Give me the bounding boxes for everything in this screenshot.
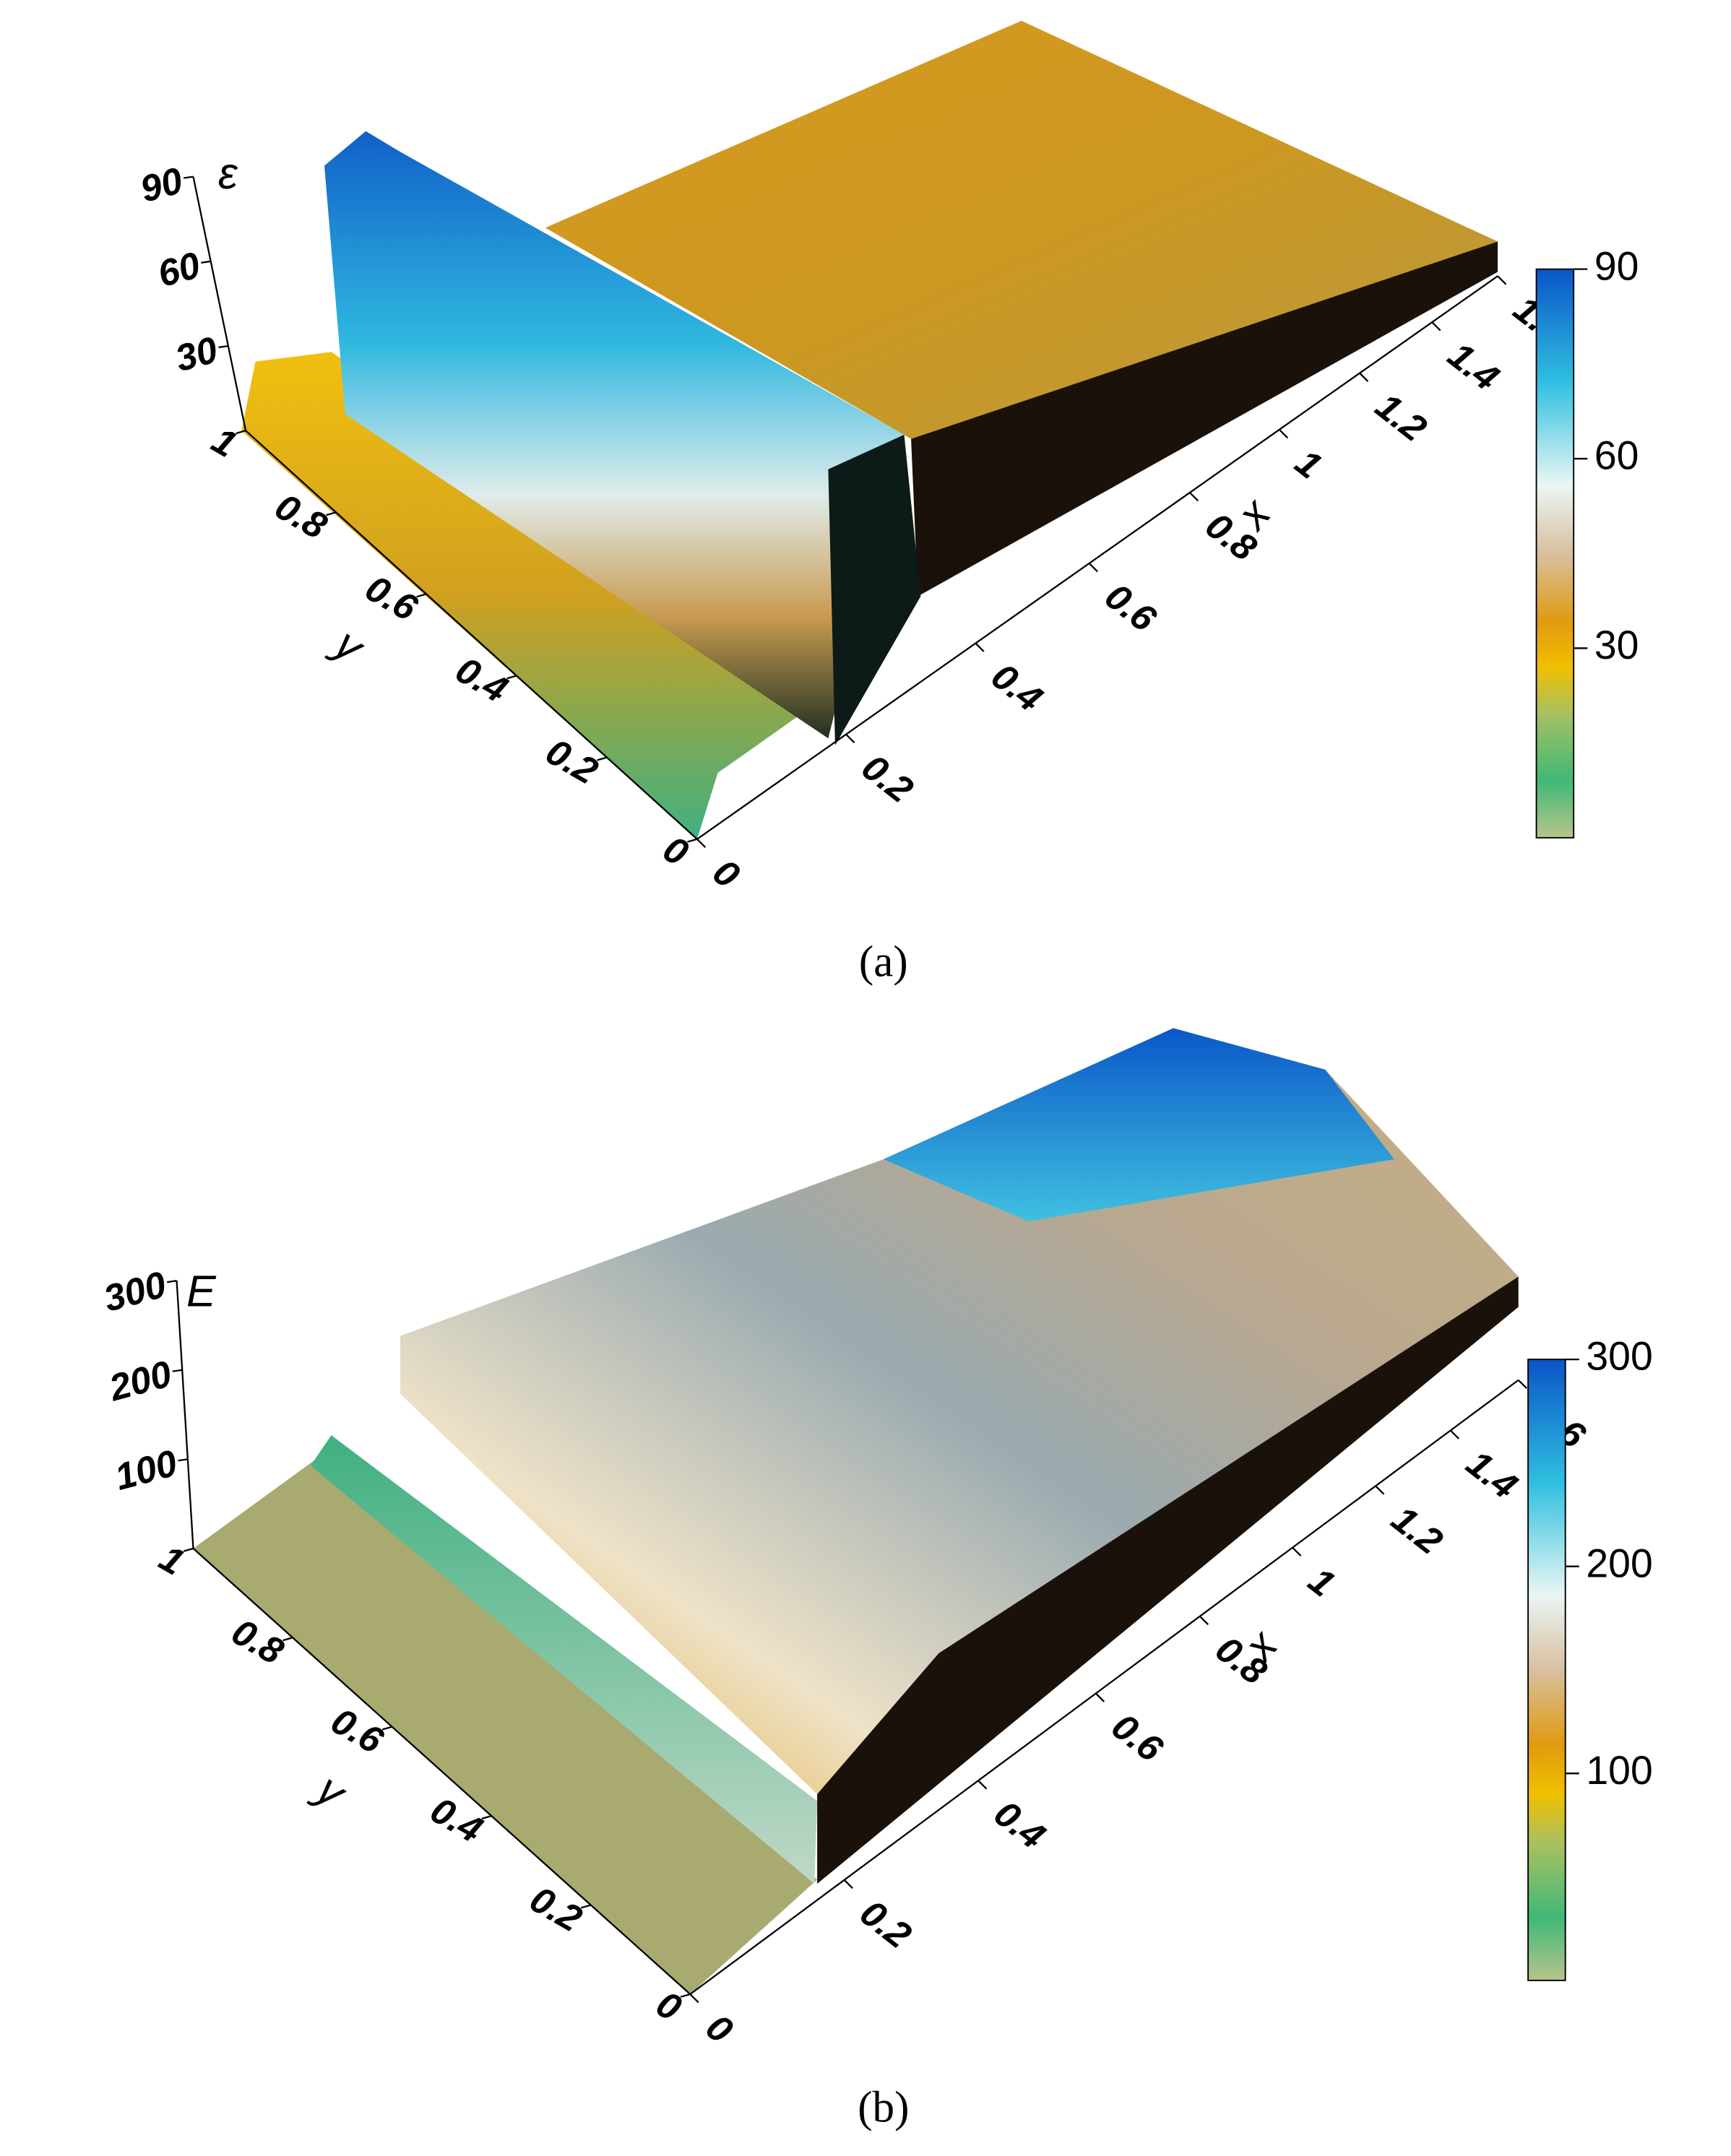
x-tick-label: 0.2: [855, 745, 921, 810]
z-tick-label: 300: [100, 1263, 170, 1320]
x-tick: [1431, 321, 1441, 332]
x-tick-label: 1: [1287, 441, 1329, 487]
x-tick: [975, 642, 985, 652]
x-tick-label: 0.6: [1097, 575, 1164, 640]
y-tick: [481, 1815, 492, 1820]
surface-side: [911, 241, 1498, 597]
surface-b: [193, 1028, 1519, 1995]
surface-wall-side: [828, 434, 921, 745]
surface-a: [241, 20, 1498, 839]
z-tick: [201, 260, 211, 264]
z-tick-label: 30: [171, 328, 223, 379]
colorbar-tick-label: 30: [1594, 623, 1639, 667]
surface-strip: [241, 352, 835, 839]
z-tick-label: 200: [104, 1352, 176, 1409]
z-tick: [167, 1280, 177, 1283]
x-tick: [1375, 1485, 1385, 1495]
colorbar: [1535, 268, 1575, 839]
colorbar-tick-label: 100: [1586, 1748, 1652, 1793]
x-tick: [696, 838, 707, 849]
surface-wall: [324, 131, 905, 739]
colorbar-tick-label: 90: [1594, 243, 1639, 288]
colorbar-tick-label: 60: [1594, 433, 1639, 478]
x-tick-label: 0.4: [984, 654, 1050, 719]
y-tick: [680, 1993, 691, 1998]
z-tick-label: 90: [136, 159, 187, 210]
y-tick: [581, 1904, 592, 1909]
x-tick: [843, 1879, 853, 1889]
y-tick: [183, 1547, 194, 1552]
y-tick: [597, 756, 608, 761]
x-tick: [1517, 1379, 1528, 1390]
colorbar-tick-label: 300: [1586, 1334, 1652, 1379]
y-axis: [245, 430, 698, 840]
surface-floor: [193, 1455, 818, 1995]
z-tick-label: 60: [153, 243, 204, 295]
z-tick: [178, 1458, 189, 1462]
y-axis-label: y: [324, 617, 374, 672]
x-tick-label: 0: [705, 850, 748, 896]
colorbar: [1527, 1359, 1566, 1981]
y-axis: [192, 1547, 691, 1995]
y-tick: [236, 430, 246, 435]
x-tick: [1292, 1546, 1302, 1557]
x-tick: [689, 1993, 699, 2004]
surface-peak: [883, 1028, 1394, 1222]
x-axis: [689, 1379, 1519, 1995]
y-tick: [381, 1726, 392, 1731]
x-axis: [696, 275, 1498, 840]
surface-top: [400, 1028, 1519, 1794]
y-tick: [326, 511, 337, 516]
y-tick-label: 1: [152, 1536, 191, 1583]
z-tick-label: 100: [111, 1442, 181, 1498]
x-tick: [1199, 1615, 1209, 1626]
y-tick-label: 0: [649, 1983, 688, 2030]
y-axis-label: y: [306, 1762, 356, 1818]
x-tick-label: 1: [1301, 1559, 1343, 1604]
x-tick: [1279, 428, 1289, 439]
x-tick: [1088, 563, 1098, 573]
z-tick: [218, 345, 229, 349]
z-axis-label: ε: [218, 149, 238, 198]
surface-side: [817, 1276, 1519, 1884]
y-tick: [282, 1637, 293, 1642]
x-tick-label: 1.2: [1368, 384, 1435, 449]
surface-top: [545, 20, 1498, 439]
x-tick-label: 0.6: [1104, 1705, 1170, 1770]
z-tick: [183, 176, 194, 179]
x-tick: [1189, 492, 1199, 502]
x-tick: [1095, 1692, 1105, 1702]
z-axis-label: E: [186, 1266, 217, 1315]
z-axis: [192, 176, 247, 431]
x-tick: [1497, 275, 1507, 285]
x-tick-label: 1.4: [1441, 334, 1507, 399]
caption: (a): [859, 938, 908, 987]
x-tick-label: 1.2: [1384, 1497, 1451, 1562]
x-tick-label: 1.4: [1459, 1442, 1525, 1507]
z-tick: [172, 1369, 183, 1372]
y-tick-label: 1: [205, 419, 244, 466]
colorbar-tick-label: 200: [1586, 1541, 1652, 1585]
x-tick-label: 0.2: [852, 1892, 919, 1957]
y-tick: [416, 593, 427, 598]
caption: (b): [858, 2083, 909, 2131]
x-tick: [1449, 1429, 1460, 1440]
x-tick: [845, 733, 855, 744]
x-tick-label: 0: [699, 2006, 741, 2052]
surface-wave: [310, 1435, 818, 1884]
x-tick: [977, 1780, 988, 1790]
x-tick: [1359, 372, 1369, 382]
x-tick-label: 0.4: [987, 1792, 1053, 1857]
z-axis: [176, 1281, 194, 1549]
y-tick: [687, 838, 698, 843]
y-tick-label: 0: [657, 827, 696, 874]
y-tick: [506, 675, 517, 680]
